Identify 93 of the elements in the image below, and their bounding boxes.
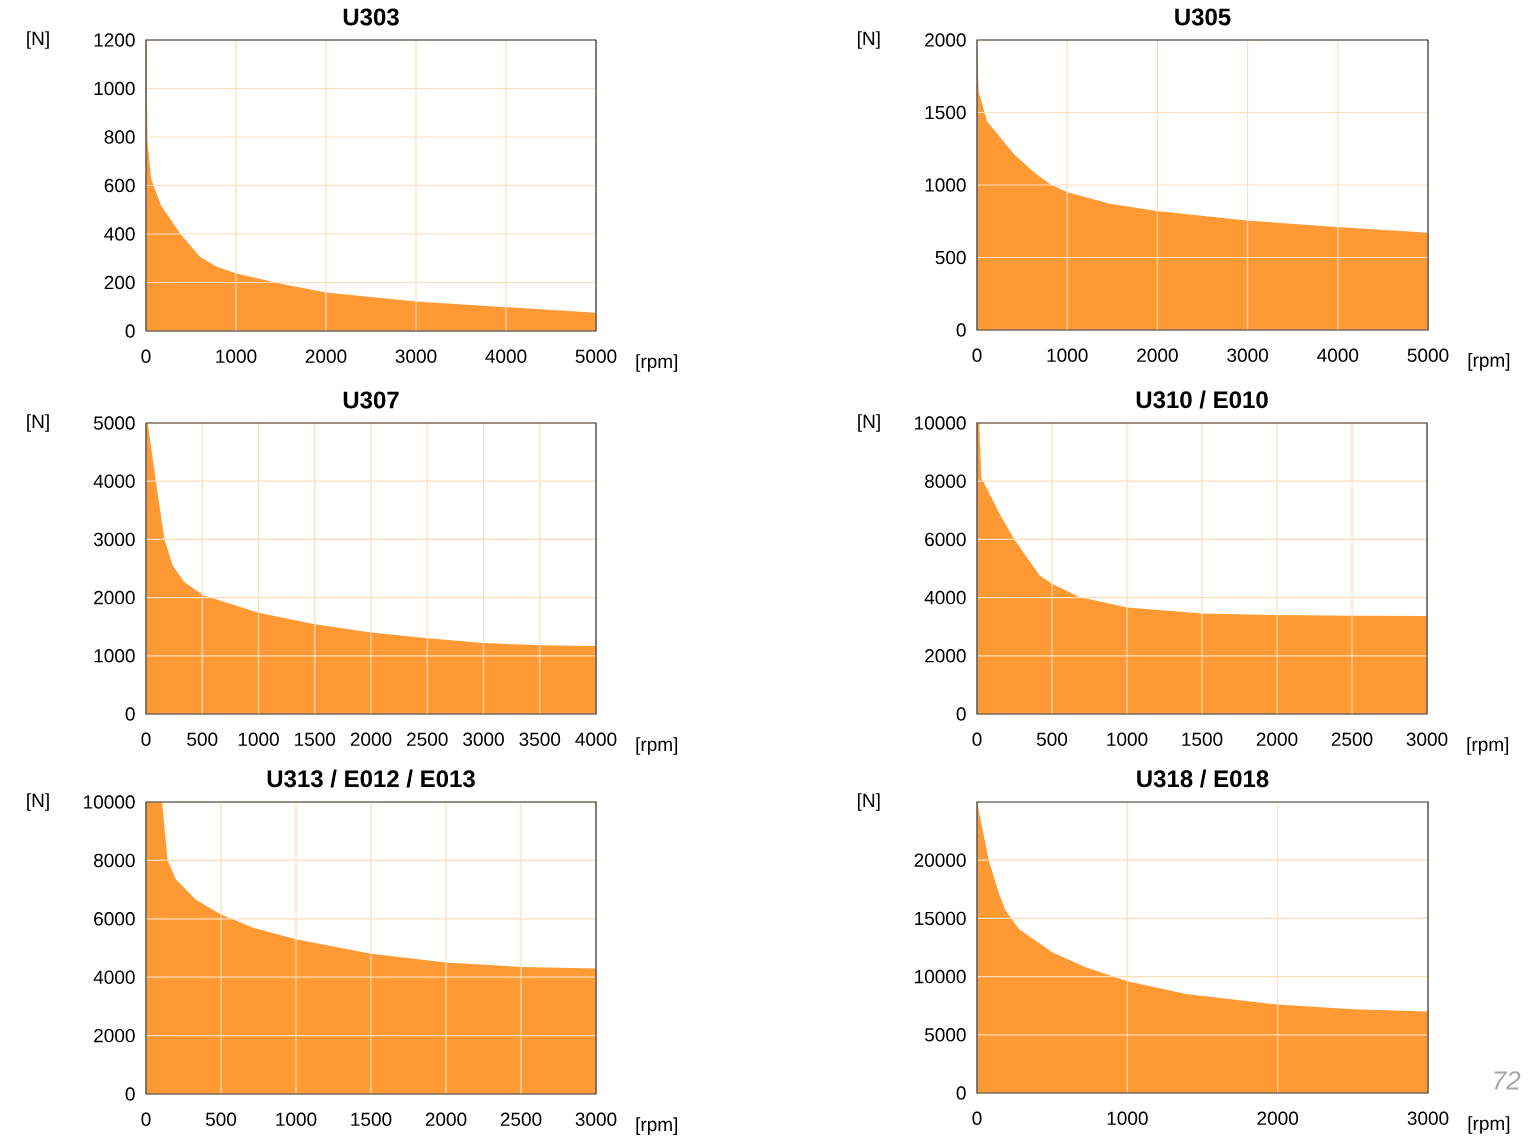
x-tick-label: 4000 bbox=[575, 732, 617, 746]
x-axis-title: [rpm] bbox=[636, 1117, 678, 1135]
y-tick-label: 400 bbox=[104, 227, 135, 241]
y-tick-label: 1500 bbox=[925, 105, 966, 120]
y-tick-label: 4000 bbox=[924, 590, 966, 605]
x-tick-label: 2000 bbox=[425, 1112, 467, 1126]
x-tick-label: 1500 bbox=[295, 732, 336, 746]
y-tick-label: 15000 bbox=[915, 911, 966, 925]
y-axis-title: [N] bbox=[857, 31, 880, 49]
x-tick-label: 5000 bbox=[575, 349, 617, 363]
y-tick-label: 4000 bbox=[93, 970, 135, 984]
y-tick-label: 8000 bbox=[925, 474, 966, 488]
x-tick-label: 1000 bbox=[276, 1112, 317, 1126]
x-axis-title: [rpm] bbox=[636, 354, 678, 372]
y-tick-label: 20000 bbox=[914, 853, 966, 867]
x-axis-title: [rpm] bbox=[636, 737, 678, 755]
y-tick-label: 1000 bbox=[94, 648, 135, 663]
x-tick-label: 2000 bbox=[1256, 732, 1298, 746]
x-tick-label: 0 bbox=[972, 1111, 982, 1125]
x-tick-label: 500 bbox=[205, 1112, 237, 1126]
y-tick-label: 6000 bbox=[925, 532, 966, 546]
y-tick-label: 600 bbox=[104, 178, 135, 193]
chart-title: U307 bbox=[343, 391, 399, 409]
y-tick-label: 2000 bbox=[94, 1028, 135, 1043]
chart-title: U318 / E018 bbox=[1137, 769, 1269, 788]
y-tick-label: 10000 bbox=[915, 416, 966, 430]
x-tick-label: 1000 bbox=[1107, 1111, 1148, 1125]
y-tick-label: 1000 bbox=[94, 81, 135, 96]
y-tick-label: 2000 bbox=[94, 590, 135, 605]
y-tick-label: 0 bbox=[956, 707, 966, 721]
x-tick-label: 2500 bbox=[1331, 732, 1373, 746]
y-tick-label: 5000 bbox=[93, 416, 135, 430]
x-tick-label: 3000 bbox=[395, 349, 437, 363]
text: 72 bbox=[1494, 1071, 1521, 1090]
y-tick-label: 0 bbox=[125, 1087, 135, 1101]
y-tick-label: 0 bbox=[125, 707, 135, 721]
y-axis-title: [N] bbox=[27, 793, 49, 811]
x-tick-label: 3000 bbox=[463, 732, 504, 746]
chart-title: U313 / E012 / E013 bbox=[267, 769, 475, 788]
y-tick-label: 5000 bbox=[924, 1027, 966, 1042]
y-axis-title: [N] bbox=[27, 31, 49, 49]
x-axis-title: [rpm] bbox=[1467, 737, 1509, 755]
y-tick-label: 3000 bbox=[93, 532, 135, 546]
x-axis-title: [rpm] bbox=[1468, 1116, 1510, 1134]
y-tick-label: 0 bbox=[956, 323, 966, 337]
x-axis-title: [rpm] bbox=[1468, 352, 1510, 371]
y-tick-label: 1000 bbox=[925, 178, 966, 192]
x-tick-label: 2500 bbox=[500, 1112, 542, 1126]
x-tick-label: 1500 bbox=[351, 1112, 392, 1126]
x-tick-label: 1000 bbox=[1107, 732, 1148, 746]
x-tick-label: 1000 bbox=[216, 349, 257, 363]
y-tick-label: 800 bbox=[104, 130, 135, 144]
x-tick-label: 500 bbox=[187, 732, 218, 746]
x-tick-label: 1500 bbox=[1182, 732, 1223, 746]
y-tick-label: 4000 bbox=[93, 474, 135, 488]
x-tick-label: 0 bbox=[972, 348, 982, 362]
y-axis-title: [N] bbox=[858, 414, 880, 432]
y-tick-label: 1200 bbox=[94, 33, 135, 47]
y-tick-label: 0 bbox=[956, 1086, 966, 1100]
y-tick-label: 2000 bbox=[925, 33, 966, 47]
x-tick-label: 3000 bbox=[1407, 1111, 1449, 1125]
x-tick-label: 2000 bbox=[305, 349, 347, 363]
x-tick-label: 0 bbox=[141, 732, 151, 746]
y-tick-label: 0 bbox=[125, 324, 135, 338]
y-axis-title: [N] bbox=[27, 414, 49, 432]
y-tick-label: 2000 bbox=[925, 648, 966, 663]
x-tick-label: 2000 bbox=[1257, 1111, 1299, 1125]
x-tick-label: 0 bbox=[141, 1112, 151, 1126]
y-tick-label: 500 bbox=[935, 250, 966, 265]
x-tick-label: 500 bbox=[1036, 732, 1068, 746]
chart-title: U310 / E010 bbox=[1136, 390, 1268, 409]
y-tick-label: 10000 bbox=[915, 969, 966, 984]
x-tick-label: 2500 bbox=[407, 732, 448, 746]
x-tick-label: 3000 bbox=[575, 1112, 617, 1126]
x-tick-label: 2000 bbox=[350, 732, 392, 746]
x-tick-label: 1000 bbox=[238, 732, 279, 746]
y-tick-label: 200 bbox=[104, 275, 135, 290]
x-tick-label: 1000 bbox=[1047, 348, 1088, 362]
y-axis-title: [N] bbox=[857, 793, 880, 811]
chart-title: U305 bbox=[1175, 8, 1231, 26]
x-tick-label: 4000 bbox=[1317, 348, 1359, 362]
y-tick-label: 8000 bbox=[94, 853, 135, 867]
y-tick-label: 6000 bbox=[94, 911, 135, 926]
x-tick-label: 0 bbox=[972, 732, 982, 746]
x-tick-label: 3000 bbox=[1406, 732, 1448, 746]
x-tick-label: 0 bbox=[141, 349, 151, 363]
chart-title: U303 bbox=[343, 8, 399, 26]
x-tick-label: 2000 bbox=[1137, 348, 1178, 362]
x-tick-label: 3000 bbox=[1227, 348, 1268, 362]
x-tick-label: 4000 bbox=[485, 349, 527, 363]
x-tick-label: 3500 bbox=[519, 732, 561, 746]
y-tick-label: 10000 bbox=[84, 795, 135, 809]
x-tick-label: 5000 bbox=[1407, 348, 1449, 362]
